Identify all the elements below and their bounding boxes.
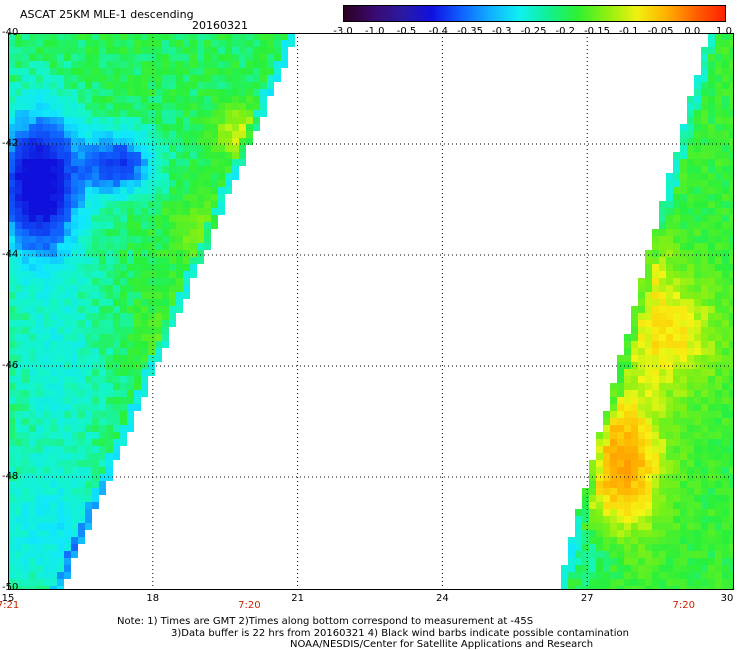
longitude-label: 24 (436, 593, 449, 604)
note-line-1: Note: 1) Times are GMT 2)Times along bot… (117, 616, 534, 627)
colorbar-tick: -0.35 (457, 26, 483, 37)
latitude-label: -42 (2, 138, 19, 149)
colorbar-tick: -3.0 (333, 26, 353, 37)
note-line-3: NOAA/NESDIS/Center for Satellite Applica… (290, 639, 594, 650)
colorbar-tick: -1.0 (364, 26, 385, 37)
map-gridlines (8, 33, 732, 588)
colorbar-tick: -0.2 (555, 26, 576, 37)
colorbar (343, 5, 726, 22)
colorbar-tick: -0.1 (618, 26, 639, 37)
colorbar-tick: -0.3 (491, 26, 512, 37)
latitude-label: -50 (2, 582, 19, 593)
time-label: 7:20 (672, 600, 695, 611)
colorbar-tick: -0.15 (584, 26, 610, 37)
longitude-label: 15 (1, 593, 15, 604)
colorbar-tick: -0.05 (647, 26, 674, 37)
longitude-label: 21 (291, 593, 304, 604)
colorbar-tick: -0.5 (396, 26, 417, 37)
time-label: 7:21 (0, 600, 20, 611)
time-label: 7:20 (238, 600, 261, 611)
swath-map (8, 33, 734, 590)
colorbar-tick: 1.0 (716, 26, 732, 37)
swath-cells (8, 33, 734, 590)
note-line-2: 3)Data buffer is 22 hrs from 20160321 4)… (171, 628, 629, 639)
colorbar-tick: -0.25 (520, 26, 547, 37)
latitude-label: -46 (2, 360, 19, 371)
colorbar-tick: 0.0 (684, 26, 701, 37)
latitude-label: -40 (2, 27, 19, 38)
map-title: ASCAT 25KM MLE-1 descending (20, 8, 194, 21)
latitude-label: -48 (2, 471, 19, 482)
longitude-label: 27 (580, 593, 594, 604)
longitude-label: 30 (720, 593, 734, 604)
latitude-label: -44 (2, 249, 19, 260)
colorbar-tick: -0.4 (428, 26, 449, 37)
longitude-label: 18 (146, 593, 160, 604)
map-date: 20160321 (192, 19, 248, 32)
